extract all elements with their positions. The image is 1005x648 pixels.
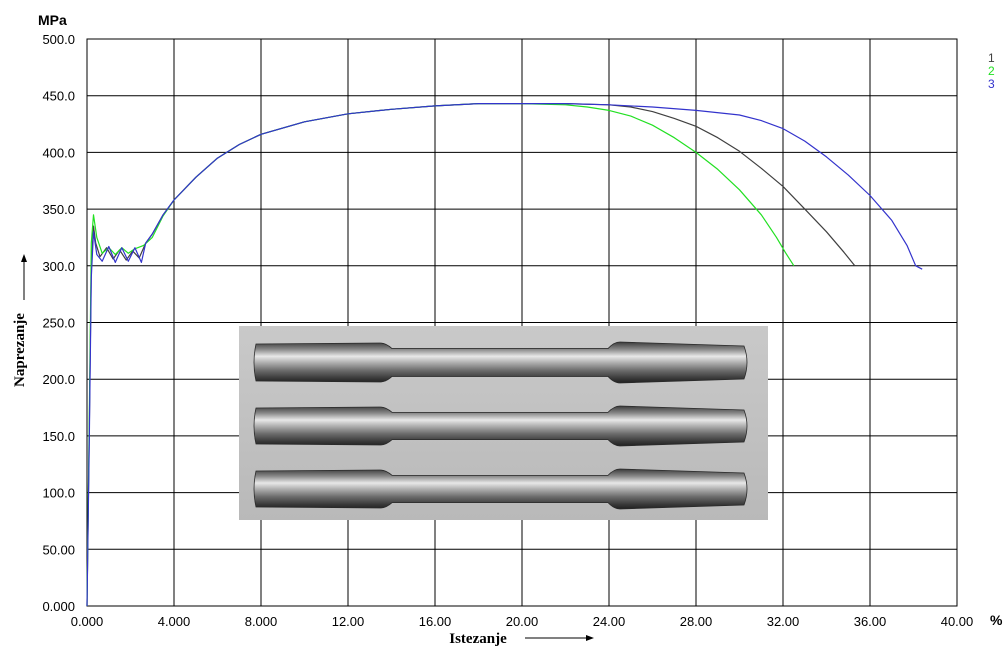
x-axis-arrowhead	[586, 635, 594, 641]
y-tick-label: 500.0	[42, 32, 75, 47]
x-tick-label: 36.00	[854, 614, 887, 629]
legend-entry-2: 2	[988, 64, 995, 78]
y-tick-label: 100.0	[42, 486, 75, 501]
chart-grid	[87, 39, 957, 606]
y-tick-label: 50.00	[42, 542, 75, 557]
specimen-photo	[239, 326, 768, 520]
x-tick-label: 20.00	[506, 614, 539, 629]
y-tick-label: 0.000	[42, 599, 75, 614]
legend-entry-3: 3	[988, 77, 995, 91]
x-tick-label: 24.00	[593, 614, 626, 629]
specimen-bar	[254, 469, 747, 509]
y-axis-arrowhead	[21, 254, 27, 262]
legend-entry-1: 1	[988, 51, 995, 65]
y-axis-title: Naprezanje	[12, 313, 28, 387]
legend: 1 2 3	[988, 51, 995, 91]
y-tick-label: 250.0	[42, 316, 75, 331]
x-tick-label: 8.000	[245, 614, 278, 629]
x-unit-label: %	[990, 612, 1003, 628]
x-tick-label: 16.00	[419, 614, 452, 629]
x-tick-label: 0.000	[71, 614, 104, 629]
specimen-bar	[254, 342, 747, 383]
y-tick-label: 300.0	[42, 259, 75, 274]
y-tick-label: 400.0	[42, 145, 75, 160]
x-axis-title: Istezanje	[449, 631, 507, 647]
y-tick-label: 200.0	[42, 372, 75, 387]
y-axis-title-group: Naprezanje	[12, 254, 28, 387]
y-tick-label: 450.0	[42, 89, 75, 104]
y-tick-label: 350.0	[42, 202, 75, 217]
x-tick-label: 40.00	[941, 614, 974, 629]
x-tick-label: 4.000	[158, 614, 191, 629]
x-tick-label: 12.00	[332, 614, 365, 629]
y-unit-label: MPa	[38, 12, 67, 28]
y-tick-label: 150.0	[42, 429, 75, 444]
specimen-bar	[254, 406, 747, 446]
x-axis-title-group: Istezanje	[449, 631, 594, 647]
x-tick-label: 28.00	[680, 614, 713, 629]
x-tick-label: 32.00	[767, 614, 800, 629]
